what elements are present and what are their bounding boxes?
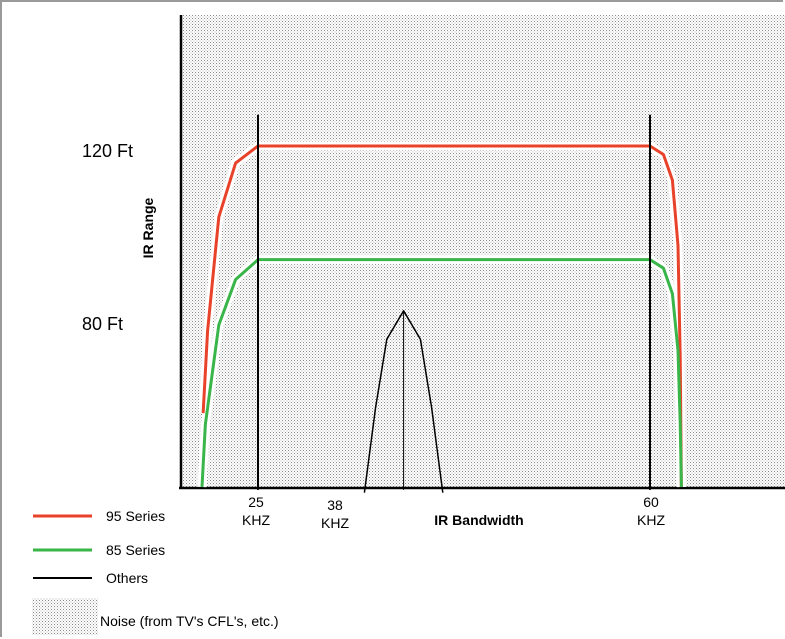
noise-area: [181, 15, 785, 487]
x-tick-label-60-unit: KHZ: [637, 512, 665, 528]
x-axis-title: IR Bandwidth: [434, 512, 523, 528]
y-tick-label-80: 80 Ft: [82, 314, 123, 334]
legend-noise-swatch: [32, 598, 98, 635]
x-tick-label-25-unit: KHZ: [242, 512, 270, 528]
x-tick-label-60-value: 60: [643, 494, 659, 510]
legend-95-label: 95 Series: [106, 508, 165, 524]
x-tick-label-25-value: 25: [248, 494, 264, 510]
legend-85-label: 85 Series: [106, 542, 165, 558]
y-axis-title: IR Range: [140, 197, 156, 258]
legend-others-label: Others: [106, 570, 148, 586]
x-tick-label-38-unit: KHZ: [321, 515, 349, 531]
x-tick-label-38-value: 38: [327, 497, 343, 513]
y-tick-label-120: 120 Ft: [82, 141, 133, 161]
legend-noise-label: Noise (from TV's CFL's, etc.): [100, 613, 279, 629]
